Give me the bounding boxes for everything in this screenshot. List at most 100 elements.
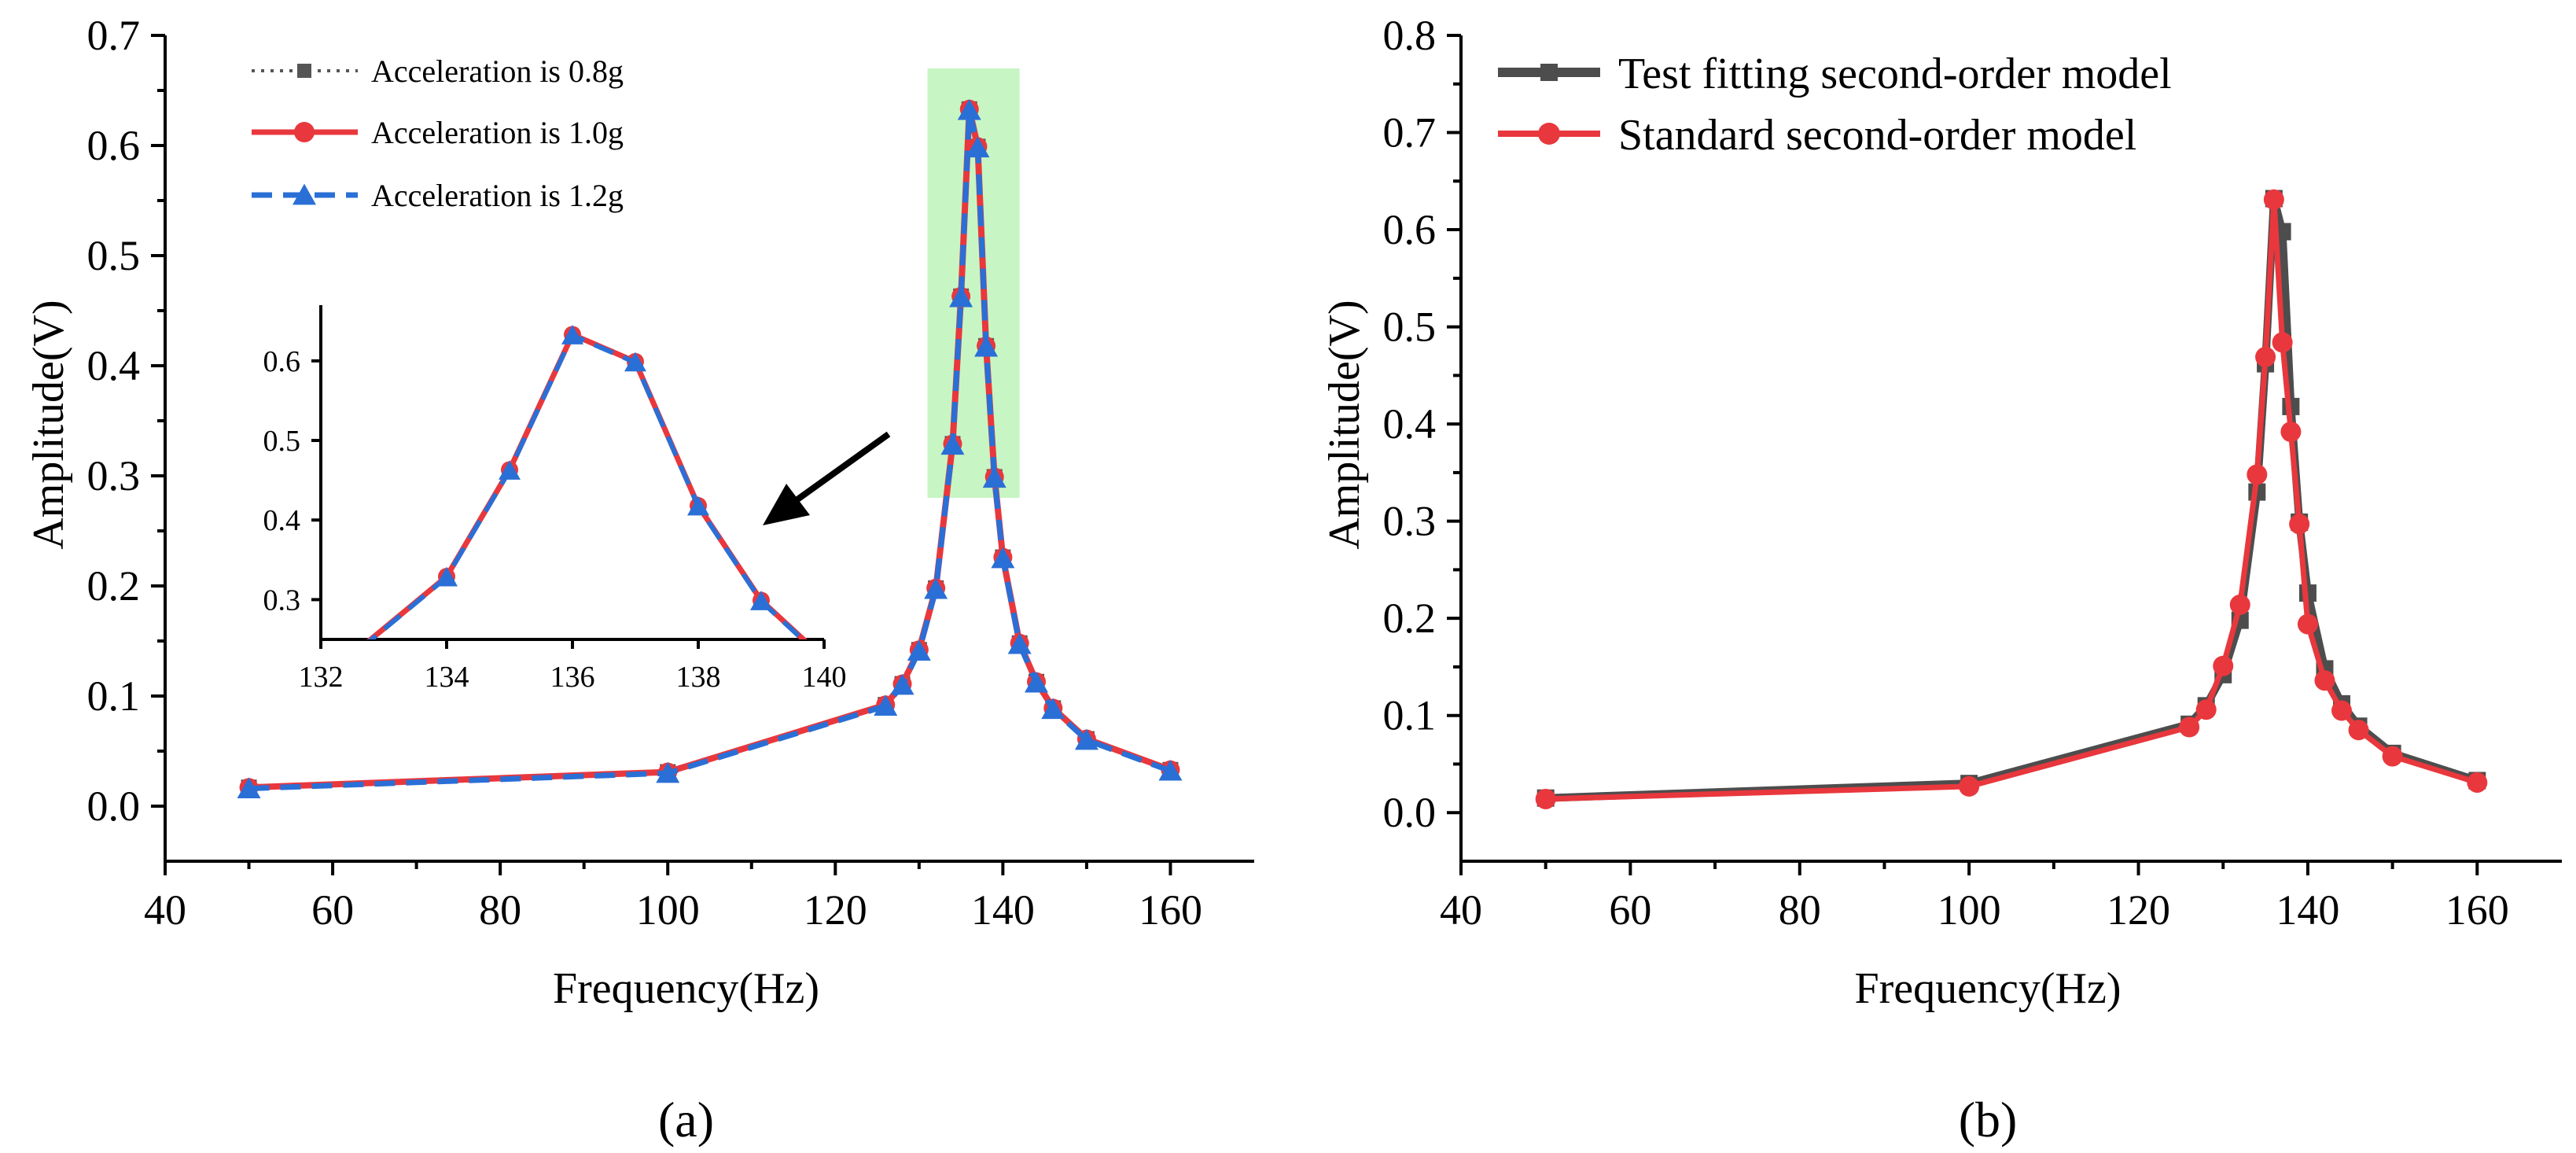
data-point bbox=[2272, 332, 2293, 353]
inset-y-tick-label: 0.5 bbox=[263, 425, 301, 458]
x-tick-label: 120 bbox=[2107, 886, 2170, 934]
x-tick-label: 60 bbox=[311, 886, 354, 934]
legend-label: Test fitting second-order model bbox=[1618, 50, 2172, 98]
y-tick-label: 0.8 bbox=[1383, 12, 1437, 59]
inset-data-point bbox=[499, 460, 521, 480]
inset-plot-area bbox=[366, 325, 808, 639]
y-tick-label: 0.2 bbox=[1383, 595, 1437, 642]
inset-series-1 bbox=[366, 326, 808, 639]
data-point bbox=[974, 335, 999, 357]
arrow-head bbox=[763, 484, 810, 525]
y-tick-label: 0.4 bbox=[87, 342, 141, 389]
legend-label: Acceleration is 1.2g bbox=[371, 178, 624, 213]
data-point bbox=[2382, 746, 2403, 767]
arrow-shaft bbox=[792, 431, 891, 505]
data-point bbox=[2247, 464, 2268, 485]
x-tick-label: 60 bbox=[1609, 886, 1651, 934]
data-point bbox=[949, 285, 973, 308]
data-point bbox=[1158, 759, 1183, 781]
y-tick-label: 0.6 bbox=[87, 122, 141, 169]
data-point bbox=[2297, 613, 2318, 635]
data-point bbox=[957, 98, 981, 120]
legend-marker bbox=[1538, 123, 1560, 145]
x-tick-label: 40 bbox=[144, 886, 186, 934]
data-point bbox=[1535, 788, 1556, 809]
legend-marker bbox=[294, 122, 315, 142]
inset-x-tick-label: 136 bbox=[550, 661, 595, 694]
y-tick-label: 0.5 bbox=[1383, 304, 1437, 351]
data-point bbox=[2229, 594, 2250, 615]
legend-label: Acceleration is 1.0g bbox=[371, 115, 624, 150]
data-point bbox=[2467, 772, 2488, 793]
inset-x-tick-label: 138 bbox=[676, 661, 721, 694]
data-point bbox=[2280, 422, 2302, 442]
y-tick-label: 0.1 bbox=[87, 672, 141, 720]
legend-marker bbox=[293, 183, 316, 205]
annotation-arrow bbox=[763, 431, 891, 525]
y-tick-label: 0.3 bbox=[1383, 498, 1437, 545]
x-tick-label: 140 bbox=[2276, 886, 2339, 934]
data-point bbox=[982, 466, 1006, 488]
inset-x-tick-label: 132 bbox=[299, 661, 344, 694]
y-tick-label: 0.4 bbox=[1383, 400, 1437, 448]
x-tick-label: 160 bbox=[2445, 886, 2509, 934]
x-tick-label: 120 bbox=[804, 886, 867, 934]
data-point bbox=[890, 673, 914, 695]
legend-label: Acceleration is 0.8g bbox=[371, 53, 624, 89]
y-tick-label: 0.2 bbox=[87, 562, 141, 610]
panel-a-chart: 40 60 80 100 120 140 160 0.0 0.1 0.2 0.3 0.4 0.5 0.6 0… bbox=[24, 12, 1254, 1147]
data-point bbox=[1074, 728, 1098, 750]
inset-series-line bbox=[369, 333, 805, 639]
series-1 bbox=[1535, 189, 2488, 809]
x-tick-label: 160 bbox=[1139, 886, 1202, 934]
data-point bbox=[991, 547, 1015, 569]
inset-series-line bbox=[368, 333, 807, 639]
inset-y-tick-label: 0.3 bbox=[263, 584, 301, 617]
data-point bbox=[1041, 698, 1065, 720]
y-tick-label: 0.0 bbox=[87, 783, 141, 830]
panel-b-chart: 40 60 80 100 120 140 160 0.0 0.1 0.2 0.3 0.4 0.5 0.6 0… bbox=[1320, 12, 2562, 1147]
data-point bbox=[2348, 720, 2369, 741]
data-point bbox=[924, 577, 948, 599]
inset-data-point bbox=[750, 591, 772, 610]
inset-chart: 132 134 136 138 140 0.3 0.4 0.5 0.6 bbox=[263, 305, 847, 694]
y-tick-label: 0.7 bbox=[87, 12, 141, 59]
y-tick-label: 0.1 bbox=[1383, 692, 1437, 739]
inset-data-point bbox=[624, 352, 646, 372]
data-point bbox=[656, 761, 680, 783]
panel-label: (a) bbox=[658, 1092, 714, 1147]
data-point bbox=[2263, 189, 2284, 210]
data-point bbox=[874, 694, 898, 716]
inset-series-2 bbox=[368, 325, 807, 639]
legend: Acceleration is 0.8g Acceleration is 1.0g… bbox=[252, 53, 624, 213]
inset-data-point bbox=[687, 495, 709, 516]
data-point bbox=[2314, 670, 2335, 691]
panel-label: (b) bbox=[1959, 1092, 2018, 1147]
y-tick-label: 0.7 bbox=[1383, 109, 1437, 157]
inset-data-point bbox=[561, 325, 583, 344]
data-point bbox=[2213, 655, 2234, 676]
legend-marker bbox=[1540, 64, 1558, 81]
legend: Test fitting second-order model Standard … bbox=[1498, 50, 2172, 160]
y-tick-label: 0.5 bbox=[87, 232, 141, 279]
data-point bbox=[2289, 514, 2310, 535]
data-point bbox=[1959, 775, 1980, 797]
x-tick-label: 100 bbox=[636, 886, 700, 934]
inset-y-tick-label: 0.4 bbox=[263, 504, 301, 537]
inset-y-tick-label: 0.6 bbox=[263, 345, 301, 378]
data-point bbox=[1007, 632, 1032, 654]
y-tick-label: 0.3 bbox=[87, 452, 141, 499]
series-2 bbox=[237, 98, 1183, 798]
y-axis-label: Amplitude(V) bbox=[24, 300, 73, 549]
x-axis-label: Frequency(Hz) bbox=[1855, 964, 2122, 1013]
data-point bbox=[2331, 700, 2352, 721]
x-tick-label: 80 bbox=[1779, 886, 1821, 934]
inset-series-0 bbox=[369, 328, 805, 639]
y-tick-label: 0.0 bbox=[1383, 789, 1437, 836]
data-point bbox=[2179, 716, 2200, 738]
data-point bbox=[237, 777, 261, 798]
data-point bbox=[1025, 671, 1048, 693]
x-axis-label: Frequency(Hz) bbox=[553, 964, 819, 1013]
data-point bbox=[2255, 346, 2276, 367]
